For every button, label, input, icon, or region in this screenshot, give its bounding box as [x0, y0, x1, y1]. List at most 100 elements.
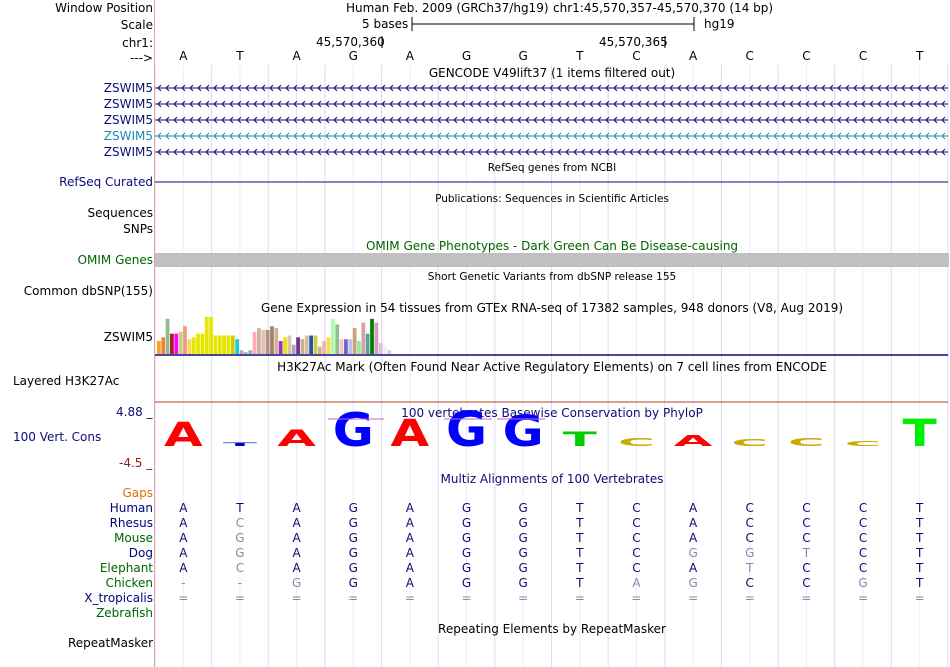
strand-arrow [213, 148, 218, 156]
strand-arrow [293, 84, 298, 92]
cons-letter: G [333, 404, 374, 458]
strand-arrow [157, 132, 162, 140]
alignment-base: G [518, 531, 528, 545]
cons-letter: G [446, 402, 487, 458]
alignment-base: C [632, 546, 641, 560]
gencode-gene-label[interactable]: ZSWIM5 [103, 81, 153, 95]
strand-arrow [765, 132, 770, 140]
repeat-label[interactable]: RepeatMasker [68, 636, 154, 650]
strand-arrow [229, 100, 234, 108]
species-label[interactable]: Chicken [105, 576, 153, 590]
strand-arrow [277, 148, 282, 156]
pubs-snps-label[interactable]: SNPs [123, 222, 153, 236]
species-label[interactable]: Elephant [99, 561, 153, 575]
strand-arrow [621, 84, 626, 92]
strand-arrow [517, 148, 522, 156]
gencode-title[interactable]: GENCODE V49lift37 (1 items filtered out) [428, 66, 676, 80]
strand-arrow [757, 148, 762, 156]
strand-arrow [877, 100, 882, 108]
strand-arrow [381, 132, 386, 140]
alignment-base: A [405, 576, 414, 590]
pubs-sequences-label[interactable]: Sequences [87, 206, 153, 220]
strand-arrow [709, 132, 714, 140]
strand-arrow [541, 84, 546, 92]
strand-arrow [917, 84, 922, 92]
strand-arrow [941, 100, 946, 108]
strand-arrow [477, 132, 482, 140]
refseq-label[interactable]: RefSeq Curated [59, 175, 153, 189]
species-label[interactable]: Mouse [114, 531, 153, 545]
alignment-base: - [237, 576, 243, 590]
multiz-title[interactable]: Multiz Alignments of 100 Vertebrates [440, 472, 664, 486]
strand-arrow [869, 116, 874, 124]
strand-arrow [837, 116, 842, 124]
strand-arrow [773, 132, 778, 140]
alignment-base: C [745, 531, 754, 545]
h3k27ac-label[interactable]: Layered H3K27Ac [13, 374, 120, 388]
strand-arrow [437, 116, 442, 124]
strand-arrow [365, 148, 370, 156]
species-label[interactable]: Rhesus [109, 516, 153, 530]
omim-title[interactable]: OMIM Gene Phenotypes - Dark Green Can Be… [365, 239, 739, 253]
strand-arrow [261, 84, 266, 92]
species-label[interactable]: Human [109, 501, 153, 515]
cons-label[interactable]: 100 Vert. Cons [13, 430, 102, 444]
alignment-base: A [405, 516, 414, 530]
dbsnp-title[interactable]: Short Genetic Variants from dbSNP releas… [427, 271, 677, 283]
strand-arrow [301, 148, 306, 156]
strand-arrow [917, 100, 922, 108]
base-letter: T [916, 49, 924, 63]
strand-arrow [589, 132, 594, 140]
strand-arrow [349, 116, 354, 124]
strand-arrow [909, 84, 914, 92]
gaps-label[interactable]: Gaps [122, 486, 153, 500]
strand-arrow [821, 100, 826, 108]
gencode-gene-label[interactable]: ZSWIM5 [103, 145, 153, 159]
species-label[interactable]: Dog [128, 546, 153, 560]
species-label[interactable]: Zebrafish [96, 606, 153, 620]
cons-letter: T [563, 428, 597, 451]
strand-arrow [653, 132, 658, 140]
refseq-title[interactable]: RefSeq genes from NCBI [487, 162, 617, 174]
strand-arrow [829, 116, 834, 124]
cons-title[interactable]: 100 vertebrates Basewise Conservation by… [401, 406, 703, 420]
strand-arrow [341, 84, 346, 92]
strand-arrow [749, 148, 754, 156]
strand-arrow [709, 100, 714, 108]
strand-arrow [469, 116, 474, 124]
strand-arrow [413, 132, 418, 140]
strand-arrow [797, 100, 802, 108]
strand-arrow [421, 100, 426, 108]
strand-arrow [333, 148, 338, 156]
gtex-title[interactable]: Gene Expression in 54 tissues from GTEx … [260, 301, 844, 315]
gencode-gene-label[interactable]: ZSWIM5 [103, 97, 153, 111]
strand-arrow [429, 84, 434, 92]
pubs-title[interactable]: Publications: Sequences in Scientific Ar… [435, 193, 669, 205]
strand-arrow [741, 84, 746, 92]
gtex-label[interactable]: ZSWIM5 [103, 330, 153, 344]
strand-arrow [613, 116, 618, 124]
alignment-base: C [745, 516, 754, 530]
alignment-base: = [518, 591, 529, 605]
alignment-base: G [348, 576, 358, 590]
alignment-base: A [405, 531, 414, 545]
gencode-gene-label[interactable]: ZSWIM5 [103, 129, 153, 143]
alignment-base: = [234, 591, 245, 605]
strand-arrow [693, 100, 698, 108]
strand-arrow [773, 84, 778, 92]
strand-arrow [685, 116, 690, 124]
alignment-base: G [348, 561, 358, 575]
strand-arrow [269, 148, 274, 156]
omim-label[interactable]: OMIM Genes [77, 253, 153, 267]
strand-arrow [557, 116, 562, 124]
dbsnp-label[interactable]: Common dbSNP(155) [23, 284, 153, 298]
strand-arrow [637, 148, 642, 156]
h3k27ac-title[interactable]: H3K27Ac Mark (Often Found Near Active Re… [277, 360, 827, 374]
strand-arrow [221, 148, 226, 156]
strand-arrow [821, 84, 826, 92]
species-label[interactable]: X_tropicalis [84, 591, 153, 605]
repeat-title[interactable]: Repeating Elements by RepeatMasker [438, 622, 666, 636]
gencode-gene-label[interactable]: ZSWIM5 [103, 113, 153, 127]
alignment-base: A [179, 501, 188, 515]
